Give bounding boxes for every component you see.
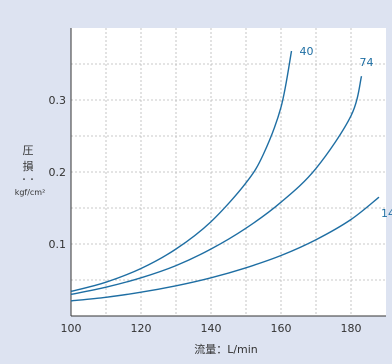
y-tick-label: 0.3 [49,94,67,107]
x-tick-label: 180 [341,322,362,335]
series-line-74 [70,76,363,296]
series-label-40: 40 [300,45,314,58]
y-axis-label-dots: ・・ [20,175,36,184]
x-tick-label: 140 [201,322,222,335]
x-tick-label: 120 [131,322,152,335]
y-tick-label: 0.1 [49,238,67,251]
series-label-149: 149 [381,207,392,220]
y-axis-label-main-1: 圧 [23,144,34,157]
series-label-74: 74 [360,56,374,69]
x-axis-label: 流量：L/min [194,342,258,356]
y-tick-label: 0.2 [49,166,67,179]
y-axis-label-main-2: 損 [23,159,34,173]
x-tick-label: 100 [61,322,82,335]
x-tick-label: 160 [271,322,292,335]
y-axis-label-unit: kgf/cm² [15,188,46,197]
series-line-40 [70,50,293,293]
series-line-149 [70,196,380,302]
